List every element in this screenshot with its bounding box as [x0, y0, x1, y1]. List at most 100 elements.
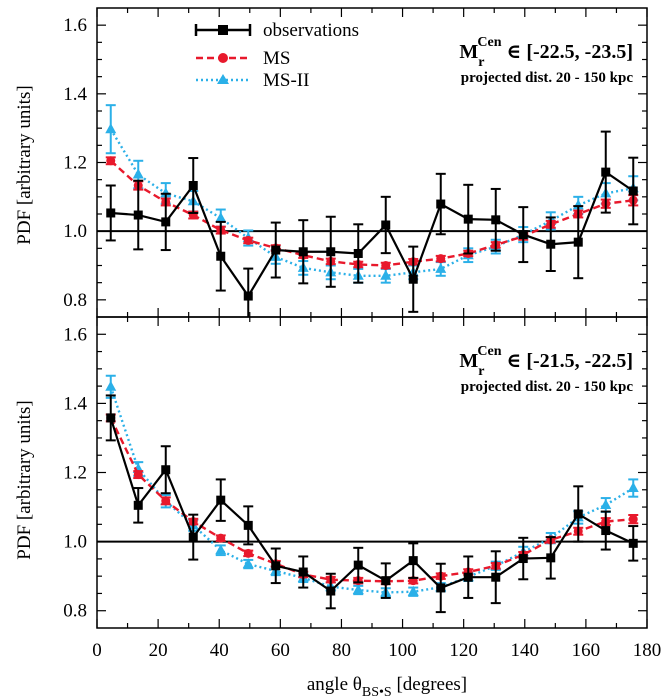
point-observations — [573, 509, 583, 519]
panel-title-sup: Cen — [477, 35, 501, 50]
y-tick-label-bottom: 1.4 — [63, 393, 87, 414]
point-observations — [381, 576, 391, 586]
point-observations — [518, 230, 528, 240]
x-tick-label: 40 — [210, 640, 229, 661]
point-observations — [216, 251, 226, 261]
legend-label-ms2: MS-II — [263, 70, 309, 91]
panel-title-top: Mr Cen ∈ [-22.5, -23.5] — [459, 35, 633, 70]
series-observations-bottom — [105, 394, 639, 614]
point-observations — [271, 561, 281, 571]
point-observations — [298, 567, 308, 577]
point-observations — [161, 217, 171, 227]
x-tick-label: 160 — [572, 640, 601, 661]
x-tick-label: 20 — [149, 640, 168, 661]
y-tick-label-top: 1.4 — [63, 84, 87, 105]
series-line-ms-ii — [109, 128, 634, 277]
point-ms — [381, 261, 391, 270]
point-observations — [436, 583, 446, 593]
point-ms — [133, 470, 143, 480]
point-observations — [188, 181, 198, 191]
series-ms-ii-bottom — [105, 374, 639, 598]
series-ms-bottom — [105, 413, 639, 586]
y-tick-label-bottom: 1.2 — [63, 463, 87, 484]
point-observations — [601, 167, 611, 177]
point-observations — [271, 245, 281, 255]
point-ms — [628, 514, 638, 524]
point-ms2 — [105, 123, 117, 134]
point-ms2 — [352, 583, 364, 594]
point-observations — [353, 560, 363, 570]
point-ms — [243, 235, 253, 245]
panel-subtitle-bottom: projected dist. 20 - 150 kpc — [461, 379, 634, 395]
y-axis-label-bottom: PDF [arbitrary units] — [14, 400, 35, 559]
panel-bottom: 0.8 1.0 1.2 1.4 1.6 0 20 40 60 80 100 120 140 160 180 M… — [63, 316, 661, 661]
point-observations — [326, 586, 336, 596]
legend-label-observations: observations — [263, 20, 359, 41]
x-tick-label: 120 — [449, 640, 478, 661]
point-ms — [161, 496, 171, 506]
point-observations — [133, 210, 143, 220]
series-ms-ii-top — [105, 104, 639, 284]
point-ms2 — [435, 262, 447, 273]
data-layer-top — [105, 104, 639, 317]
legend-item-ms: MS — [196, 48, 290, 69]
y-tick-label-top: 0.8 — [63, 290, 87, 311]
x-tick-label: 140 — [511, 640, 540, 661]
point-observations — [216, 495, 226, 505]
panel-title-sup: Cen — [477, 344, 501, 359]
y-tick-label-top: 1.6 — [63, 15, 87, 36]
x-axis-label: angle θBS•S [degrees] — [307, 674, 467, 698]
point-ms2 — [105, 380, 117, 391]
y-axis-label-top: PDF [arbitrary units] — [14, 85, 35, 244]
y-tick-label-top: 1.0 — [63, 221, 87, 242]
point-observations — [546, 553, 556, 563]
y-tick-label-bottom: 0.8 — [63, 601, 87, 622]
point-ms2 — [160, 187, 172, 198]
point-observations — [353, 248, 363, 258]
point-ms2 — [215, 544, 227, 555]
point-observations — [491, 572, 501, 582]
panel-top: 0.8 1.0 1.2 1.4 1.6 Mr Cen ∈ [-22.5, -23.5] pro… — [63, 7, 648, 318]
point-observations — [463, 214, 473, 224]
point-observations — [436, 199, 446, 209]
point-ms2 — [132, 168, 144, 179]
point-observations — [573, 237, 583, 247]
point-observations — [518, 554, 528, 564]
point-observations — [106, 413, 116, 423]
point-observations — [381, 220, 391, 230]
x-tick-label: 60 — [271, 640, 290, 661]
x-tick-label: 180 — [633, 640, 661, 661]
series-ms-top — [105, 156, 639, 270]
point-ms2 — [215, 212, 227, 223]
panel-title-rest: ∈ [-22.5, -23.5] — [502, 41, 633, 63]
point-observations — [601, 526, 611, 536]
panel-title-base: M — [459, 41, 478, 63]
point-observations — [133, 500, 143, 510]
point-observations — [408, 556, 418, 566]
panel-title-sub: r — [478, 364, 484, 379]
point-observations — [408, 274, 418, 284]
point-observations — [491, 215, 501, 225]
panel-title-base: M — [459, 350, 478, 372]
point-ms2 — [380, 269, 392, 280]
panel-title-sub: r — [478, 55, 484, 70]
panel-title-rest: ∈ [-21.5, -22.5] — [502, 350, 633, 372]
point-ms2 — [242, 558, 254, 569]
point-ms2 — [627, 482, 639, 493]
series-line-observations — [110, 170, 634, 299]
x-tick-label: 100 — [388, 640, 417, 661]
point-observations — [161, 465, 171, 475]
panel-subtitle-top: projected dist. 20 - 150 kpc — [461, 70, 634, 86]
point-observations — [298, 247, 308, 257]
series-line-observations — [109, 417, 634, 593]
data-layer-bottom — [105, 374, 639, 614]
point-observations — [546, 239, 556, 249]
legend: observations MS MS-II — [194, 20, 359, 91]
x-tick-label: 0 — [92, 640, 102, 661]
point-observations — [188, 532, 198, 542]
point-observations — [326, 247, 336, 257]
x-tick-label: 80 — [332, 640, 351, 661]
y-tick-label-bottom: 1.6 — [63, 324, 87, 345]
y-tick-label-top: 1.2 — [63, 153, 87, 174]
